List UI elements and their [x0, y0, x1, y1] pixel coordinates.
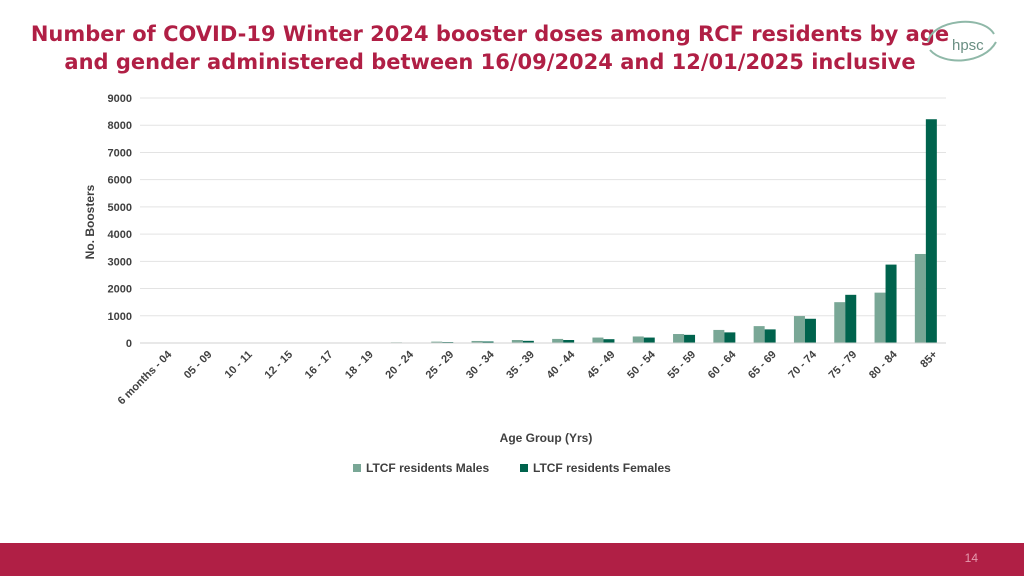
x-tick-label: 6 months - 04: [116, 348, 175, 407]
bar-males: [471, 340, 483, 343]
page-number: 14: [964, 551, 978, 565]
bar-males: [552, 338, 564, 343]
y-tick-label: 3000: [108, 256, 132, 268]
x-axis-ticks: 6 months - 04 05 - 09 10 - 11 12 - 15 16 - 1…: [116, 348, 940, 407]
x-tick-label: 30 - 34: [464, 348, 497, 381]
legend-label: LTCF residents Males: [366, 461, 489, 475]
legend-label: LTCF residents Females: [533, 461, 671, 475]
x-tick-label: 10 - 11: [223, 349, 255, 381]
x-tick-label: 70 - 74: [786, 348, 819, 381]
y-tick-label: 5000: [108, 202, 132, 214]
x-tick-label: 25 - 29: [424, 349, 457, 382]
y-axis-ticks: 0 1000 2000 3000 4000 5000 6000 7000 8000 9000: [108, 93, 132, 350]
bar-females: [482, 341, 494, 343]
bar-males: [914, 253, 926, 343]
bar-males: [673, 334, 685, 343]
bar-females: [522, 340, 534, 343]
bar-males: [592, 337, 604, 343]
bar-females: [643, 337, 655, 343]
x-tick-label: 16 - 17: [303, 349, 336, 382]
bar-females: [724, 332, 736, 343]
x-axis-label: Age Group (Yrs): [500, 431, 593, 445]
bar-males: [511, 340, 523, 343]
bar-males: [632, 336, 644, 343]
y-tick-label: 2000: [108, 284, 132, 296]
bar-males: [834, 302, 846, 343]
bar-females: [764, 329, 776, 343]
bar-females: [603, 339, 615, 343]
bars: [270, 119, 937, 343]
gridlines: [140, 97, 946, 317]
bar-chart: 0 1000 2000 3000 4000 5000 6000 7000 8000 9000 6 …: [83, 93, 946, 475]
bar-males: [874, 292, 886, 343]
legend-swatch: [353, 464, 361, 472]
x-tick-label: 85+: [918, 349, 940, 371]
title-line-2: and gender administered between 16/09/20…: [64, 50, 916, 74]
y-tick-label: 4000: [108, 229, 132, 241]
x-tick-label: 75 - 79: [827, 349, 860, 382]
bar-females: [925, 119, 937, 343]
bar-females: [684, 334, 696, 343]
y-tick-label: 8000: [108, 120, 132, 132]
logo-text: hpsc: [952, 37, 984, 54]
x-tick-label: 65 - 69: [746, 349, 779, 382]
x-tick-label: 05 - 09: [182, 349, 215, 382]
footer-bar: 14: [0, 543, 1024, 576]
chart-title: Number of COVID-19 Winter 2024 booster d…: [0, 20, 980, 76]
bar-males: [713, 329, 725, 343]
x-tick-label: 20 - 24: [383, 348, 416, 381]
x-tick-label: 40 - 44: [545, 348, 578, 381]
x-tick-label: 18 - 19: [343, 349, 376, 382]
title-line-1: Number of COVID-19 Winter 2024 booster d…: [30, 22, 950, 46]
x-tick-label: 35 - 39: [504, 349, 537, 382]
bar-males: [431, 341, 443, 343]
y-axis-label: No. Boosters: [83, 184, 97, 259]
bar-females: [563, 340, 575, 343]
y-tick-label: 7000: [108, 147, 132, 159]
legend-swatch: [520, 464, 528, 472]
bar-females: [885, 264, 897, 343]
y-tick-label: 0: [126, 338, 132, 350]
bar-females: [804, 318, 816, 343]
y-tick-label: 6000: [108, 175, 132, 187]
x-tick-label: 55 - 59: [665, 349, 698, 382]
x-tick-label: 80 - 84: [867, 348, 900, 381]
legend: LTCF residents Males LTCF residents Femal…: [353, 461, 671, 475]
x-tick-label: 12 - 15: [262, 349, 295, 382]
y-tick-label: 1000: [108, 311, 132, 323]
bar-males: [753, 326, 765, 343]
x-tick-label: 60 - 64: [706, 348, 739, 381]
y-tick-label: 9000: [108, 93, 132, 105]
x-tick-label: 45 - 49: [585, 349, 618, 382]
hpsc-logo: hpsc: [927, 20, 997, 62]
bar-males: [793, 316, 805, 343]
x-tick-label: 50 - 54: [625, 348, 658, 381]
bar-females: [845, 294, 857, 343]
